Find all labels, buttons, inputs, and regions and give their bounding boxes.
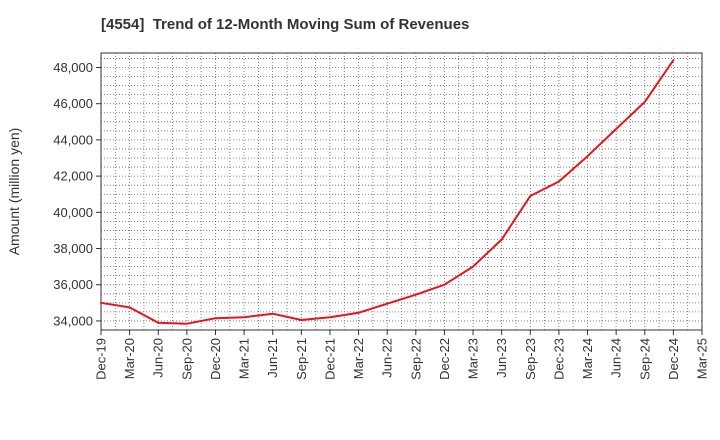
x-tick-label: Sep-23 <box>523 338 538 380</box>
x-tick-label: Sep-22 <box>408 338 423 380</box>
x-tick-label: Dec-22 <box>437 338 452 380</box>
y-axis: 34,000 36,000 38,000 40,000 42,000 44,000 46,0… <box>53 60 101 328</box>
x-tick-label: Jun-24 <box>609 338 624 378</box>
x-tick-label: Sep-21 <box>294 338 309 380</box>
y-tick-label: 46,000 <box>53 96 93 111</box>
x-tick-label: Mar-25 <box>695 338 710 379</box>
x-axis: Dec-19 Mar-20 Jun-20 Sep-20 Dec-20 Mar-21 Jun-… <box>94 330 710 380</box>
y-tick-label: 38,000 <box>53 241 93 256</box>
plot-frame <box>100 52 703 331</box>
chart-title: [4554] Trend of 12-Month Moving Sum of R… <box>101 16 470 33</box>
x-tick-label: Mar-24 <box>580 338 595 379</box>
x-tick-label: Jun-21 <box>265 338 280 378</box>
y-tick-label: 36,000 <box>53 277 93 292</box>
x-tick-label: Dec-19 <box>94 338 109 380</box>
series-layer <box>100 59 675 325</box>
x-tick-label: Dec-23 <box>551 338 566 380</box>
series-line <box>100 59 675 325</box>
x-tick-label: Sep-20 <box>179 338 194 380</box>
x-tick-label: Jun-23 <box>494 338 509 378</box>
grid-lines <box>101 53 702 331</box>
y-tick-label: 34,000 <box>53 313 93 328</box>
x-tick-label: Dec-21 <box>322 338 337 380</box>
y-tick-label: 40,000 <box>53 205 93 220</box>
x-tick-label: Mar-20 <box>122 338 137 379</box>
x-tick-label: Mar-21 <box>237 338 252 379</box>
y-tick-label: 48,000 <box>53 60 93 75</box>
y-tick-label: 42,000 <box>53 169 93 184</box>
y-axis-label: Amount (million yen) <box>6 128 22 256</box>
y-tick-label: 44,000 <box>53 132 93 147</box>
x-tick-label: Mar-23 <box>466 338 481 379</box>
x-tick-label: Mar-22 <box>351 338 366 379</box>
x-tick-label: Sep-24 <box>637 338 652 380</box>
x-tick-label: Dec-24 <box>666 338 681 380</box>
x-tick-label: Dec-20 <box>208 338 223 380</box>
x-tick-label: Jun-22 <box>380 338 395 378</box>
x-tick-label: Jun-20 <box>151 338 166 378</box>
